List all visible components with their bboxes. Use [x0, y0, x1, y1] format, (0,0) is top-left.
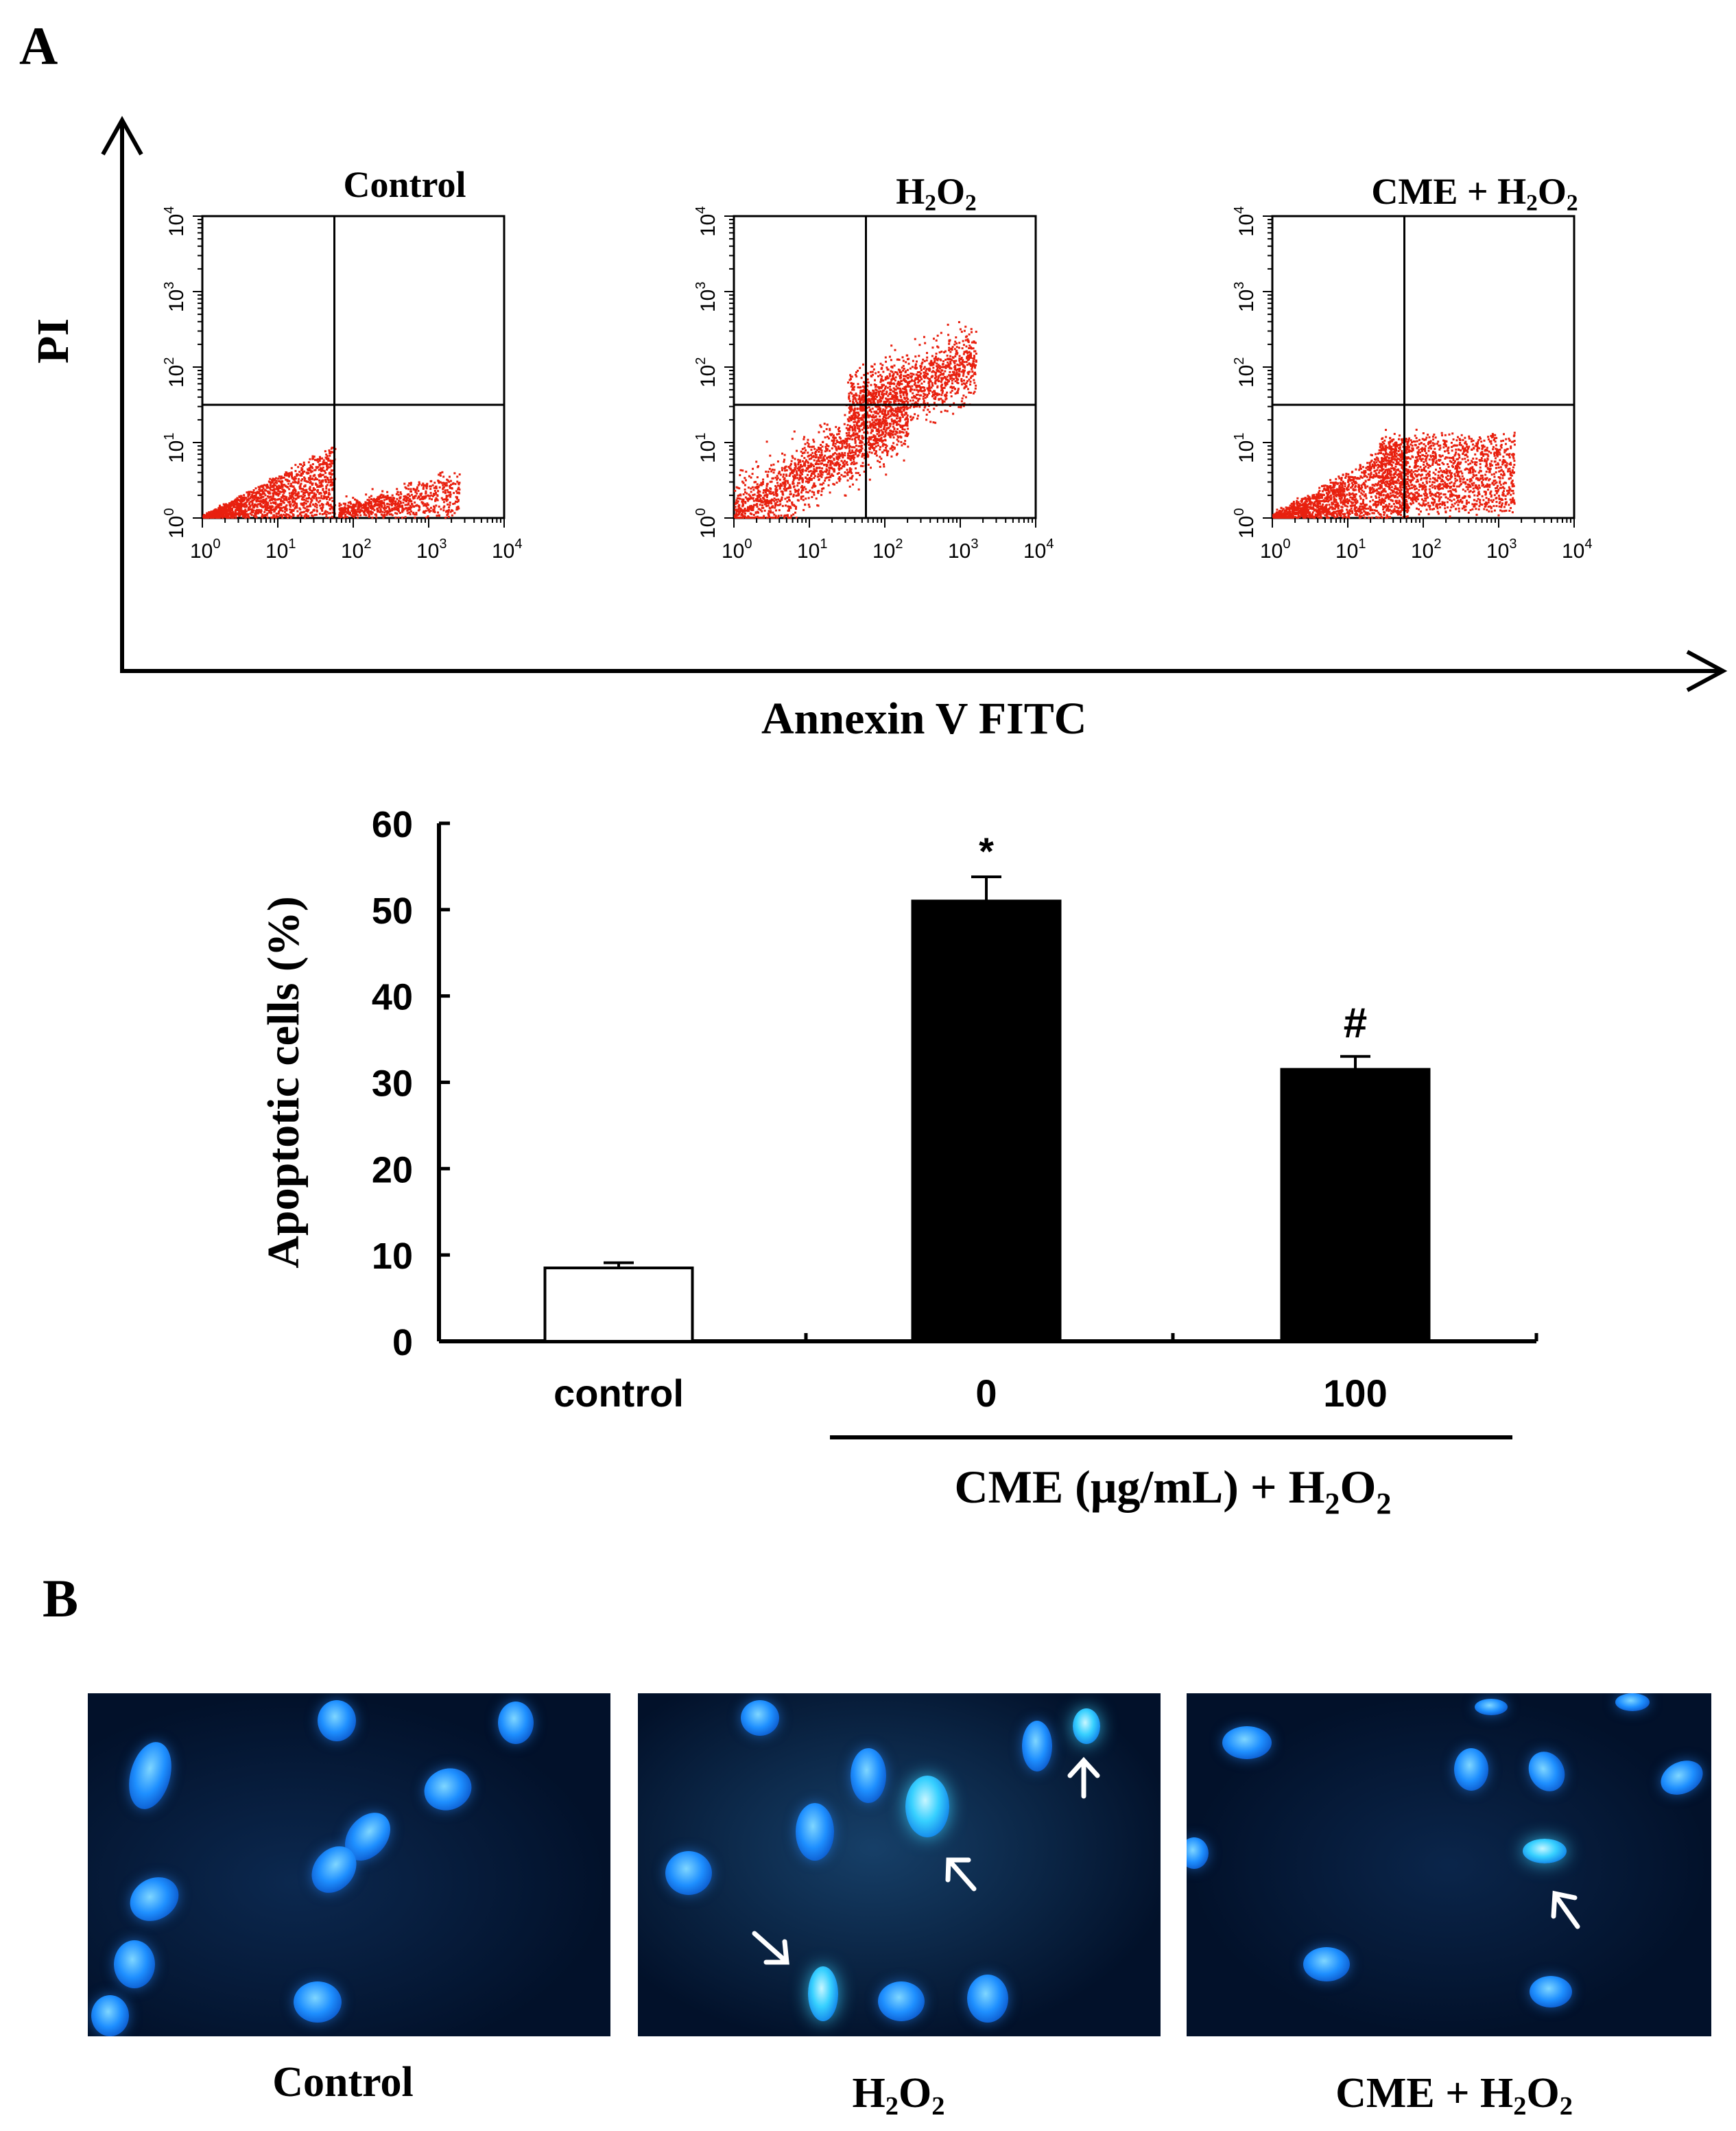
plot-frame — [201, 215, 506, 519]
bar — [1280, 1068, 1431, 1343]
x-tick-label: 101 — [1335, 537, 1366, 563]
plot-frame — [1271, 215, 1576, 519]
x-tick-label: 104 — [1562, 537, 1593, 563]
x-tick-label: 102 — [341, 537, 372, 563]
x-tick-label: 101 — [265, 537, 296, 563]
flow-title-h2o2: H2O2 — [896, 171, 977, 216]
x-tick-label: 104 — [1023, 537, 1054, 563]
y-tick-label: 101 — [162, 433, 188, 464]
x-tick-label: 100 — [722, 537, 752, 563]
category-label: 0 — [975, 1371, 997, 1415]
micrograph-control — [88, 1693, 610, 2036]
y-axis-label: Apoptotic cells (%) — [259, 896, 309, 1269]
scatter-points — [1272, 428, 1516, 519]
scatter-points — [202, 446, 461, 519]
y-tick-label: 104 — [693, 207, 720, 237]
x-tick-label: 102 — [1411, 537, 1442, 563]
nucleus — [1615, 1693, 1650, 1711]
nucleus-apoptotic — [808, 1966, 838, 2021]
nucleus — [1187, 1837, 1209, 1869]
x-tick-label: 103 — [416, 537, 447, 563]
panel-a-axes — [101, 115, 1728, 692]
nucleus — [114, 1940, 155, 1988]
micrograph-label-cme-h2o2: CME + H2O2 — [1335, 2070, 1573, 2121]
y-tick-label: 60 — [372, 804, 413, 845]
y-tick-label: 10 — [372, 1236, 413, 1277]
nucleus — [318, 1700, 356, 1741]
y-tick-label: 100 — [693, 508, 720, 539]
x-tick-label: 100 — [190, 537, 221, 563]
nucleus — [1530, 1976, 1572, 2008]
significance-marker: * — [979, 829, 994, 873]
x-tick-label: 103 — [1486, 537, 1517, 563]
micrograph-h2o2 — [638, 1693, 1161, 2036]
y-tick-label: 100 — [1232, 508, 1258, 539]
nucleus-apoptotic — [905, 1776, 949, 1837]
y-tick-label: 101 — [693, 433, 720, 464]
micrograph-cme-h2o2 — [1187, 1693, 1711, 2036]
apoptosis-bar-chart: 0 10 20 30 40 50 60 Apoptotic cells (%) control *… — [259, 804, 1538, 1520]
x-tick-label: 101 — [797, 537, 828, 563]
x-tick-label: 104 — [492, 537, 523, 563]
category-label: 100 — [1323, 1371, 1387, 1415]
nucleus — [967, 1975, 1008, 2023]
nucleus — [665, 1851, 712, 1895]
y-tick-label: 103 — [693, 282, 720, 313]
y-tick-label: 104 — [162, 207, 188, 237]
annexin-axis-label: Annexin V FITC — [761, 694, 1087, 744]
flow-title-cme-h2o2: CME + H2O2 — [1371, 171, 1578, 216]
flow-title-control: Control — [343, 164, 466, 205]
nucleus — [851, 1748, 886, 1803]
y-tick-label: 50 — [372, 891, 413, 932]
nucleus — [498, 1702, 534, 1744]
y-tick-label: 0 — [392, 1322, 413, 1363]
nucleus-apoptotic — [1523, 1839, 1567, 1863]
bar — [543, 1267, 694, 1343]
nucleus — [1022, 1721, 1052, 1771]
y-tick-label: 102 — [693, 357, 720, 388]
micrograph-label-h2o2: H2O2 — [852, 2070, 945, 2121]
nucleus — [741, 1700, 779, 1736]
nucleus — [1475, 1699, 1508, 1715]
nucleus-apoptotic — [1073, 1708, 1100, 1744]
nucleus — [878, 1981, 925, 2021]
panel-a-letter: A — [19, 16, 58, 75]
micrograph-label-control: Control — [272, 2059, 414, 2106]
y-tick-label: 100 — [162, 508, 188, 539]
bar — [911, 899, 1062, 1343]
nucleus — [1454, 1748, 1488, 1791]
pi-axis-label: PI — [28, 318, 78, 364]
y-tick-label: 40 — [372, 977, 413, 1018]
y-tick-label: 102 — [162, 357, 188, 388]
y-tick-label: 103 — [1232, 282, 1258, 313]
panel-b-letter: B — [43, 1568, 79, 1628]
y-tick-label: 103 — [162, 282, 188, 313]
x-tick-label: 102 — [872, 537, 903, 563]
apoptosis-arrows — [1551, 1890, 1580, 1929]
nucleus — [796, 1803, 834, 1861]
apoptosis-arrows — [752, 1756, 1100, 1965]
significance-marker: # — [1344, 1000, 1367, 1047]
nucleus — [294, 1981, 342, 2023]
nucleus — [91, 1995, 129, 2036]
nucleus — [1303, 1947, 1350, 1981]
y-tick-label: 101 — [1232, 433, 1258, 464]
nucleus — [1222, 1726, 1272, 1759]
y-tick-label: 30 — [372, 1063, 413, 1105]
category-label: control — [554, 1371, 684, 1415]
y-tick-label: 104 — [1232, 207, 1258, 237]
y-tick-label: 102 — [1232, 357, 1258, 388]
x-tick-label: 103 — [948, 537, 979, 563]
group-label: CME (μg/mL) + H2O2 — [955, 1461, 1392, 1520]
x-tick-label: 100 — [1260, 537, 1291, 563]
y-tick-label: 20 — [372, 1149, 413, 1190]
